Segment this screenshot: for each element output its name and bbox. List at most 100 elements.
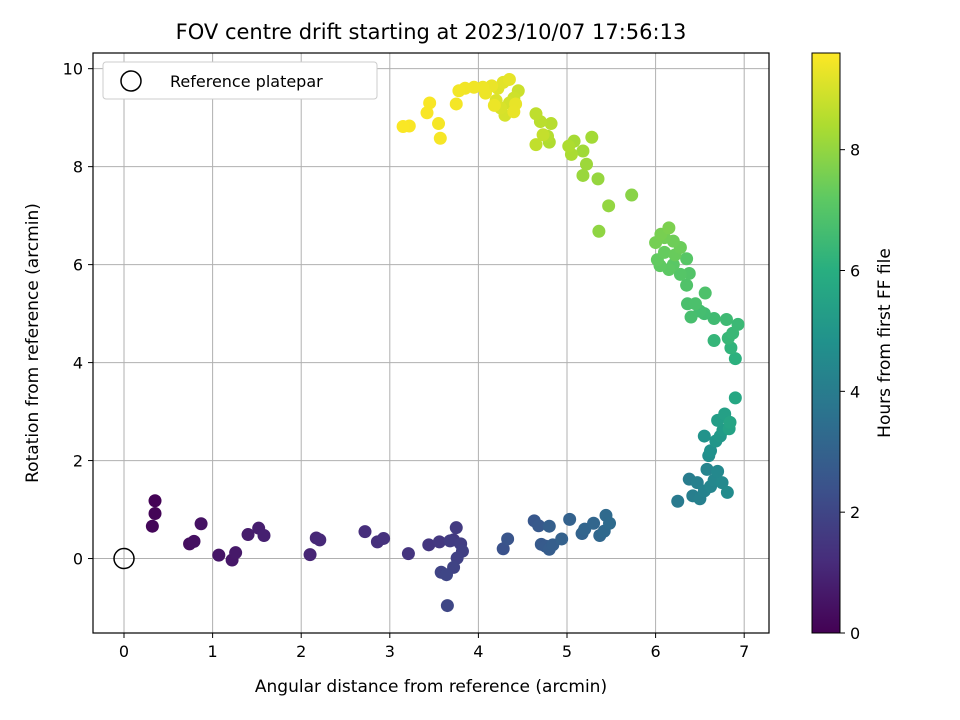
colorbar-tick-label: 0 — [850, 624, 860, 643]
scatter-point — [707, 334, 721, 348]
colorbar-tick-label: 2 — [850, 503, 860, 522]
data-points — [145, 72, 745, 613]
scatter-point — [576, 168, 590, 182]
scatter-point — [697, 429, 711, 443]
legend-box — [102, 61, 378, 100]
scatter-point — [440, 568, 454, 582]
scatter-point — [711, 464, 725, 478]
scatter-point — [432, 117, 446, 131]
scatter-point — [496, 542, 510, 556]
scatter-point — [148, 506, 162, 520]
scatter-point — [257, 529, 271, 543]
scatter-point — [396, 119, 410, 133]
scatter-point — [536, 128, 550, 142]
scatter-point — [507, 105, 521, 119]
scatter-point — [432, 535, 446, 549]
scatter-point — [542, 519, 556, 533]
scatter-point — [313, 533, 327, 547]
scatter-point — [358, 525, 372, 539]
scatter-point — [680, 278, 694, 292]
scatter-point — [452, 84, 466, 98]
scatter-point — [720, 485, 734, 499]
scatter-point — [529, 138, 543, 152]
scatter-point — [698, 286, 712, 300]
x-tick-label: 2 — [296, 642, 306, 661]
x-tick-label: 3 — [385, 642, 395, 661]
scatter-point — [212, 548, 226, 562]
scatter-point — [449, 521, 463, 535]
scatter-point — [592, 224, 606, 238]
scatter-point — [562, 139, 576, 153]
scatter-point — [587, 516, 601, 530]
colorbar: 0 2 4 6 8 Hours from first FF file — [811, 52, 895, 643]
legend-entry: Reference platepar — [170, 72, 323, 91]
x-axis-ticks: 0 1 2 3 4 5 6 7 — [119, 633, 749, 661]
chart-title: FOV centre drift starting at 2023/10/07 … — [176, 20, 687, 44]
scatter-point — [731, 317, 745, 331]
scatter-point — [700, 462, 714, 476]
y-tick-label: 10 — [63, 60, 83, 79]
scatter-point — [625, 188, 639, 202]
scatter-point — [502, 72, 516, 86]
scatter-point — [487, 98, 501, 112]
x-tick-label: 5 — [562, 642, 572, 661]
x-axis-label: Angular distance from reference (arcmin) — [255, 677, 607, 697]
y-tick-label: 6 — [73, 256, 83, 275]
scatter-point — [579, 157, 593, 171]
scatter-point — [401, 547, 415, 561]
scatter-point — [433, 131, 447, 145]
scatter-point — [602, 199, 616, 213]
scatter-point — [145, 519, 159, 533]
scatter-point — [303, 548, 317, 562]
scatter-point — [148, 494, 162, 508]
scatter-point — [187, 534, 201, 548]
y-tick-label: 2 — [73, 452, 83, 471]
x-tick-label: 7 — [739, 642, 749, 661]
scatter-point — [501, 532, 515, 546]
scatter-point — [422, 538, 436, 552]
scatter-point — [684, 310, 698, 324]
scatter-point — [671, 494, 685, 508]
x-tick-label: 4 — [473, 642, 483, 661]
scatter-point — [563, 512, 577, 526]
colorbar-label: Hours from first FF file — [875, 248, 895, 438]
scatter-point — [603, 516, 617, 530]
scatter-point — [420, 106, 434, 120]
scatter-point — [532, 519, 546, 533]
scatter-point — [724, 341, 738, 355]
scatter-point — [719, 312, 733, 326]
scatter-point — [673, 267, 687, 281]
legend: Reference platepar — [102, 61, 378, 100]
scatter-point — [423, 96, 437, 110]
y-tick-label: 8 — [73, 158, 83, 177]
scatter-point — [723, 415, 737, 429]
scatter-point — [440, 599, 454, 613]
reference-point — [113, 547, 135, 570]
y-axis-label: Rotation from reference (arcmin) — [23, 203, 43, 483]
colorbar-ticks: 0 2 4 6 8 — [840, 141, 860, 643]
legend-reference-marker — [120, 70, 142, 92]
colorbar-tick-label: 4 — [850, 382, 860, 401]
scatter-point — [591, 172, 605, 186]
colorbar-tick-label: 8 — [850, 141, 860, 160]
scatter-point — [241, 528, 255, 542]
scatter-point — [688, 297, 702, 311]
colorbar-tick-label: 6 — [850, 262, 860, 281]
scatter-point — [715, 476, 729, 490]
scatter-point — [585, 130, 599, 144]
scatter-point — [449, 97, 463, 111]
scatter-point — [707, 312, 721, 326]
y-tick-label: 0 — [73, 550, 83, 569]
scatter-point — [194, 517, 208, 531]
scatter-point — [544, 117, 558, 131]
x-tick-label: 1 — [208, 642, 218, 661]
grid-lines — [93, 53, 769, 633]
scatter-point — [555, 532, 569, 546]
scatter-point — [662, 221, 676, 235]
x-tick-label: 6 — [651, 642, 661, 661]
colorbar-gradient — [812, 53, 840, 633]
scatter-point — [529, 107, 543, 121]
x-tick-label: 0 — [119, 642, 129, 661]
